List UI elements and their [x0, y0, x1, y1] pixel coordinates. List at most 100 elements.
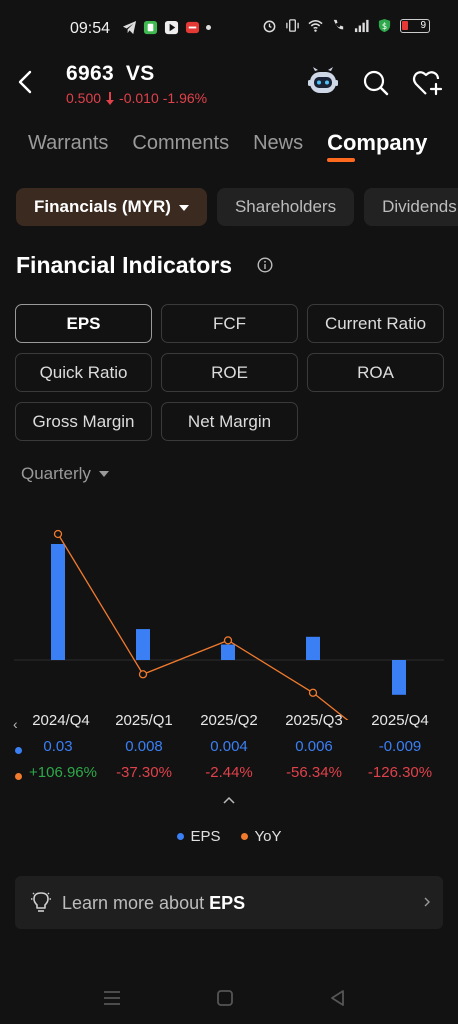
price-line: 0.500 -0.010 -1.96% — [66, 90, 207, 106]
indicator-current-ratio[interactable]: Current Ratio — [307, 304, 444, 343]
chevron-left-icon[interactable]: ‹ — [13, 716, 18, 732]
status-bar: 09:54 $ 9 — [0, 0, 458, 60]
legend-swatch — [176, 833, 184, 840]
learn-more-card[interactable]: Learn more about EPS — [15, 876, 443, 929]
indicator-net-margin[interactable]: Net Margin — [161, 402, 298, 441]
yoy-point — [138, 670, 148, 679]
alarm-icon — [263, 20, 276, 33]
legend-item-yoy: YoY — [240, 828, 282, 845]
quarter-label: 2025/Q4 — [371, 712, 429, 729]
add-watchlist-icon[interactable] — [412, 69, 444, 97]
period-selector[interactable]: Quarterly — [21, 464, 109, 484]
stock-tabs: Warrants Comments News Company — [28, 130, 451, 162]
indicator-roa[interactable]: ROA — [307, 353, 444, 392]
eps-bar — [136, 629, 150, 660]
stock-code: 6963 — [66, 62, 114, 85]
more-notifications-dot — [206, 25, 211, 30]
signal-icon — [354, 19, 369, 33]
eps-bar — [51, 544, 65, 660]
menu-icon[interactable] — [102, 988, 122, 1008]
vibrate-icon — [286, 19, 299, 32]
yoy-point — [308, 688, 318, 697]
battery-icon: 9 — [400, 18, 430, 33]
stock-ticker: 6963 VS — [66, 62, 155, 86]
eps-dot-icon — [15, 747, 22, 754]
telegram-icon — [122, 20, 137, 35]
indicator-grid: EPS FCF Current Ratio Quick Ratio ROE RO… — [15, 304, 444, 441]
learn-more-text: Learn more about EPS — [62, 893, 245, 914]
company-subtabs: Financials (MYR) Shareholders Dividends — [16, 188, 458, 226]
indicator-gross-margin[interactable]: Gross Margin — [15, 402, 152, 441]
eps-value: -0.009 — [378, 738, 422, 755]
yoy-point — [53, 529, 63, 539]
home-square-icon[interactable] — [215, 988, 235, 1008]
eps-bar — [306, 636, 320, 660]
sos-icon — [185, 21, 200, 34]
indicator-quick-ratio[interactable]: Quick Ratio — [15, 353, 152, 392]
back-triangle-icon[interactable] — [328, 988, 348, 1008]
yoy-value: -2.44% — [205, 764, 253, 781]
eps-chart — [14, 529, 444, 720]
wifi-call-icon — [333, 19, 344, 30]
yoy-line — [57, 533, 349, 720]
down-arrow-icon — [106, 91, 115, 105]
caret-down-icon — [98, 471, 109, 477]
section-title: Financial Indicators — [16, 252, 232, 278]
search-icon[interactable] — [362, 69, 390, 97]
subtab-financials[interactable]: Financials (MYR) — [16, 188, 207, 226]
yoy-value: -126.30% — [367, 764, 433, 781]
quarter-label: 2025/Q1 — [115, 712, 173, 729]
learn-more-prefix: Learn more about — [62, 893, 205, 913]
battery-level: 9 — [420, 19, 426, 31]
ai-assistant-icon[interactable] — [306, 66, 340, 100]
app-icon — [143, 20, 158, 35]
eps-value: 0.008 — [125, 738, 163, 755]
status-time: 09:54 — [70, 20, 111, 37]
legend-item-eps: EPS — [176, 828, 221, 845]
indicator-fcf[interactable]: FCF — [161, 304, 298, 343]
eps-value: 0.03 — [43, 738, 73, 755]
yoy-dot-icon — [15, 773, 22, 780]
yoy-values-row: +106.96% -37.30% -2.44% -56.34% -126.30% — [0, 764, 458, 790]
subtab-shareholders[interactable]: Shareholders — [216, 188, 355, 226]
price-change: -0.010 — [119, 90, 159, 106]
legend-swatch — [240, 833, 248, 840]
tab-warrants[interactable]: Warrants — [28, 132, 109, 154]
legend-label: YoY — [254, 828, 282, 845]
caret-down-icon — [178, 204, 189, 211]
eps-values-row: 0.03 0.008 0.004 0.006 -0.009 — [0, 738, 458, 764]
subtab-financials-label: Financials (MYR) — [34, 197, 171, 216]
quarter-label: 2025/Q2 — [200, 712, 258, 729]
svg-text:$: $ — [382, 21, 387, 31]
quarter-row: ‹ 2024/Q4 2025/Q1 2025/Q2 2025/Q3 2025/Q… — [0, 712, 458, 738]
back-arrow-icon[interactable] — [14, 68, 38, 96]
eps-value: 0.006 — [295, 738, 333, 755]
lightbulb-icon — [31, 892, 51, 912]
tab-company[interactable]: Company — [327, 130, 428, 162]
eps-bar — [221, 644, 235, 660]
wifi-icon — [308, 20, 323, 32]
tab-comments[interactable]: Comments — [132, 132, 230, 154]
play-icon — [164, 20, 179, 35]
yoy-value: +106.96% — [29, 764, 97, 781]
yoy-value: -56.34% — [286, 764, 342, 781]
eps-value: 0.004 — [210, 738, 248, 755]
quarter-label: 2024/Q4 — [32, 712, 90, 729]
chevron-right-icon — [424, 897, 430, 907]
stock-price: 0.500 — [66, 90, 102, 106]
yoy-point — [223, 636, 233, 645]
quarter-label: 2025/Q3 — [285, 712, 343, 729]
collapse-chevron-up-icon[interactable] — [221, 795, 237, 805]
subtab-dividends[interactable]: Dividends — [364, 188, 458, 226]
yoy-value: -37.30% — [116, 764, 172, 781]
stock-name: VS — [125, 62, 155, 85]
system-nav-bar — [0, 980, 458, 1024]
indicator-eps[interactable]: EPS — [15, 304, 152, 343]
period-label: Quarterly — [21, 464, 91, 483]
info-icon[interactable] — [257, 257, 273, 273]
learn-more-term: EPS — [209, 893, 246, 913]
indicator-roe[interactable]: ROE — [161, 353, 298, 392]
tab-news[interactable]: News — [253, 132, 304, 154]
chart-legend: EPS YoY — [0, 828, 458, 845]
price-change-percent: -1.96% — [162, 90, 208, 106]
